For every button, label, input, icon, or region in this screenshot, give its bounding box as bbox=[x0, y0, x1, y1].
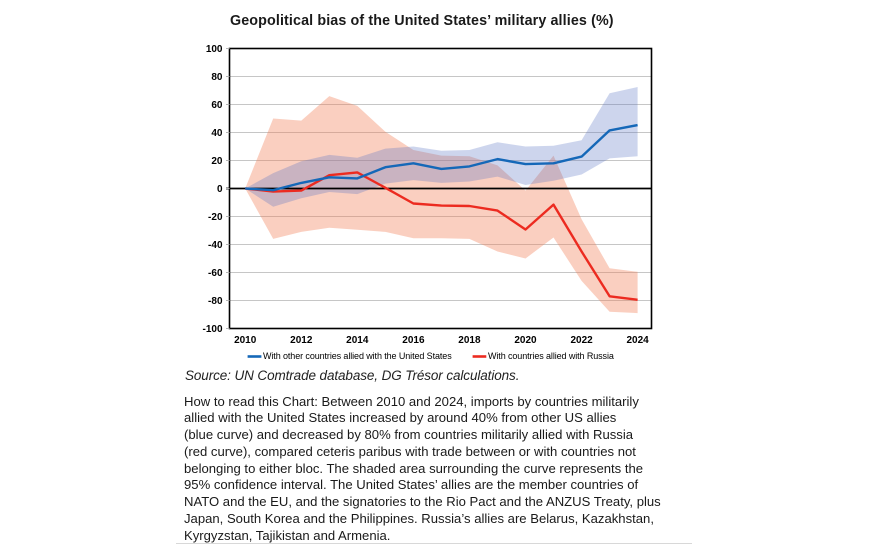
svg-text:40: 40 bbox=[211, 128, 223, 139]
svg-text:2018: 2018 bbox=[458, 335, 481, 346]
svg-text:-100: -100 bbox=[202, 324, 222, 335]
svg-text:-60: -60 bbox=[208, 268, 223, 279]
svg-text:80: 80 bbox=[211, 72, 223, 83]
svg-text:2020: 2020 bbox=[514, 335, 537, 346]
svg-text:-20: -20 bbox=[208, 212, 223, 223]
svg-text:0: 0 bbox=[217, 184, 223, 195]
svg-text:2014: 2014 bbox=[346, 335, 369, 346]
svg-text:-40: -40 bbox=[208, 240, 223, 251]
svg-text:100: 100 bbox=[206, 44, 223, 55]
svg-text:2012: 2012 bbox=[290, 335, 313, 346]
svg-text:2022: 2022 bbox=[570, 335, 593, 346]
svg-text:2010: 2010 bbox=[234, 335, 257, 346]
svg-text:2024: 2024 bbox=[626, 335, 649, 346]
svg-text:-80: -80 bbox=[208, 296, 223, 307]
svg-text:20: 20 bbox=[211, 156, 223, 167]
svg-text:60: 60 bbox=[211, 100, 223, 111]
svg-text:2016: 2016 bbox=[402, 335, 425, 346]
